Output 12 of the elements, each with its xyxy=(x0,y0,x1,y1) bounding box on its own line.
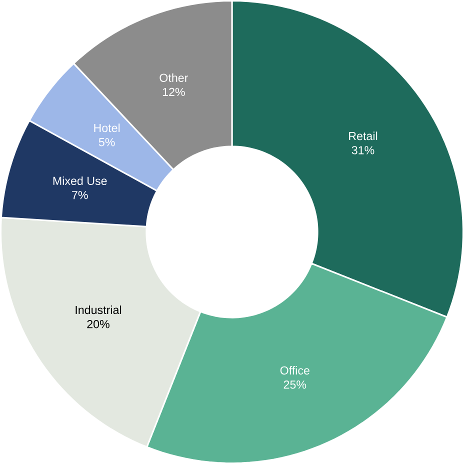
data-label: 20% xyxy=(87,320,110,328)
slice-label: Industrial xyxy=(76,306,122,314)
data-label: 12% xyxy=(162,88,185,96)
data-label: 25% xyxy=(284,380,306,389)
slice-label: Hotel xyxy=(94,124,120,132)
data-label: 31% xyxy=(352,146,374,154)
slice-label: Office xyxy=(280,366,310,375)
data-label: 7% xyxy=(72,191,88,200)
slice-label: Other xyxy=(160,73,188,82)
slice-label: Retail xyxy=(349,132,378,140)
slice-label: Mixed Use xyxy=(53,176,107,186)
data-label: 5% xyxy=(98,138,115,146)
